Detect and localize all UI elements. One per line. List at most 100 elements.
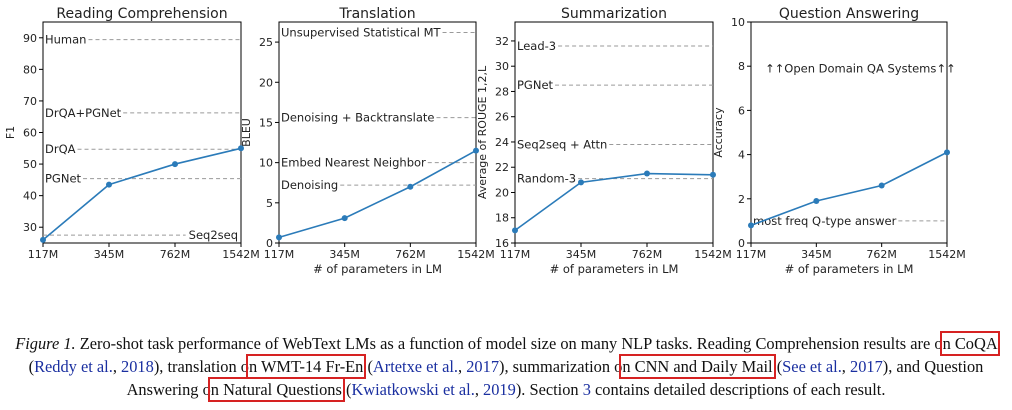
citation-link[interactable]: Reddy et al.	[34, 357, 113, 376]
highlight-cnn: n CNN and Daily Mail	[619, 354, 776, 379]
y-tick-label: 18	[495, 212, 509, 225]
section-link[interactable]: 3	[582, 380, 591, 399]
chart-panel-2: Translation 0 5 10 15 20 25 117M 345M 762M 1542M # …	[240, 6, 495, 276]
y-tick-label: 0	[738, 237, 745, 250]
x-tick-label: 345M	[94, 248, 125, 261]
y-tick-label: 24	[495, 136, 509, 149]
reference-line-label: PGNet	[517, 78, 554, 92]
caption-text: (	[772, 357, 783, 376]
y-tick-label: 4	[738, 149, 745, 162]
y-tick-label: 0	[266, 237, 273, 250]
x-tick-label: 345M	[801, 248, 832, 261]
y-tick-label: 15	[259, 116, 273, 129]
x-tick-label: 117M	[264, 248, 295, 261]
caption-text: ,	[841, 357, 850, 376]
y-tick-label: 26	[495, 111, 509, 124]
x-axis-label: # of parameters in LM	[785, 262, 914, 276]
reference-line-label: Random-3	[517, 172, 576, 186]
annotation-label: ↑↑Open Domain QA Systems↑↑	[765, 61, 956, 75]
data-point	[512, 227, 518, 234]
y-axis-label: Accuracy	[712, 107, 725, 158]
y-tick-label: 40	[23, 190, 37, 203]
chart-title: Translation	[338, 6, 415, 22]
x-tick-label: 1542M	[928, 248, 966, 261]
citation-link[interactable]: Artetxe et al.	[372, 357, 459, 376]
reference-line-label: PGNet	[45, 172, 82, 186]
y-tick-label: 16	[495, 237, 509, 250]
citation-link[interactable]: See et al.	[782, 357, 842, 376]
data-point	[748, 222, 754, 229]
data-point	[172, 161, 178, 168]
y-axis-label: BLEU	[240, 118, 253, 147]
x-tick-label: 117M	[28, 248, 59, 261]
y-tick-label: 80	[23, 63, 37, 76]
highlight-nq: n Natural Questions	[207, 377, 345, 402]
citation-year-link[interactable]: 2018	[121, 357, 154, 376]
data-point	[276, 234, 282, 241]
chart-title: Reading Comprehension	[56, 6, 227, 22]
y-tick-label: 8	[738, 60, 745, 73]
data-point	[341, 215, 348, 222]
x-tick-label: 1542M	[222, 248, 260, 261]
data-point	[878, 182, 885, 189]
caption-text: ,	[112, 357, 122, 376]
caption-text: (	[363, 357, 373, 376]
caption-text: ). Section	[515, 380, 583, 399]
reference-line-label: Seq2seq + Attn	[517, 137, 607, 151]
reference-line-label: Denoising	[281, 178, 338, 192]
series-line	[750, 151, 948, 227]
citation-year-link[interactable]: 2017	[466, 357, 500, 376]
x-tick-label: 117M	[736, 248, 767, 261]
caption-text: (	[341, 380, 352, 399]
citation-year-link[interactable]: 2017	[850, 357, 883, 376]
chart-panel-4: Question Answering 0 2 4 6 8 10 117M 345M 762M 154…	[712, 6, 966, 276]
data-point	[710, 171, 716, 178]
reference-line-label: Seq2seq	[189, 228, 238, 242]
citation-link[interactable]: Kwiatkowski et al.	[351, 380, 475, 399]
y-tick-label: 90	[23, 32, 37, 45]
data-point	[473, 147, 479, 154]
x-tick-label: 345M	[329, 248, 360, 261]
y-tick-label: 28	[495, 85, 509, 98]
plot-frame	[42, 21, 242, 244]
y-tick-label: 25	[259, 36, 273, 49]
citation-year-link[interactable]: 2019	[483, 380, 516, 399]
reference-line-label: DrQA+PGNet	[45, 106, 122, 120]
y-tick-label: 6	[738, 104, 745, 117]
caption-text: contains detailed descriptions of each r…	[590, 380, 886, 399]
x-tick-label: 1542M	[457, 248, 495, 261]
highlight-coqa: n CoQA	[939, 331, 1000, 356]
x-tick-label: 1542M	[694, 248, 732, 261]
reference-line-label: Denoising + Backtranslate	[281, 111, 434, 125]
y-tick-label: 20	[495, 186, 509, 199]
caption-text: ), translation o	[153, 357, 249, 376]
highlight-wmt: n WMT-14 Fr-En	[245, 354, 367, 379]
figure-caption: Figure 1. Zero-shot task performance of …	[0, 331, 1012, 402]
reference-line-label: Lead-3	[517, 39, 556, 53]
figure-label: Figure 1.	[15, 334, 76, 353]
y-tick-label: 32	[495, 35, 509, 48]
y-axis-label: F1	[4, 126, 17, 139]
caption-text: ), and Question Answering o	[126, 357, 984, 399]
y-tick-label: 60	[23, 127, 37, 140]
data-point	[944, 149, 950, 156]
reference-line-label: Unsupervised Statistical MT	[281, 25, 442, 39]
caption-text: (	[28, 357, 35, 376]
y-tick-label: 20	[259, 76, 273, 89]
y-tick-label: 70	[23, 95, 37, 108]
series-line	[514, 172, 714, 232]
data-point	[644, 170, 650, 177]
caption-text: ,	[474, 380, 484, 399]
data-point	[578, 179, 584, 186]
y-tick-label: 10	[731, 16, 745, 29]
chart-title: Question Answering	[779, 6, 919, 22]
caption-text: ), summarization o	[499, 357, 623, 376]
y-axis-label: Average of ROUGE 1,2,L	[476, 65, 489, 199]
y-tick-label: 2	[738, 193, 745, 206]
x-tick-label: 762M	[395, 248, 426, 261]
y-tick-label: 10	[259, 157, 273, 170]
plot-frame	[750, 21, 948, 244]
reference-line-label: most freq Q-type answer	[753, 214, 897, 228]
x-tick-label: 345M	[566, 248, 597, 261]
